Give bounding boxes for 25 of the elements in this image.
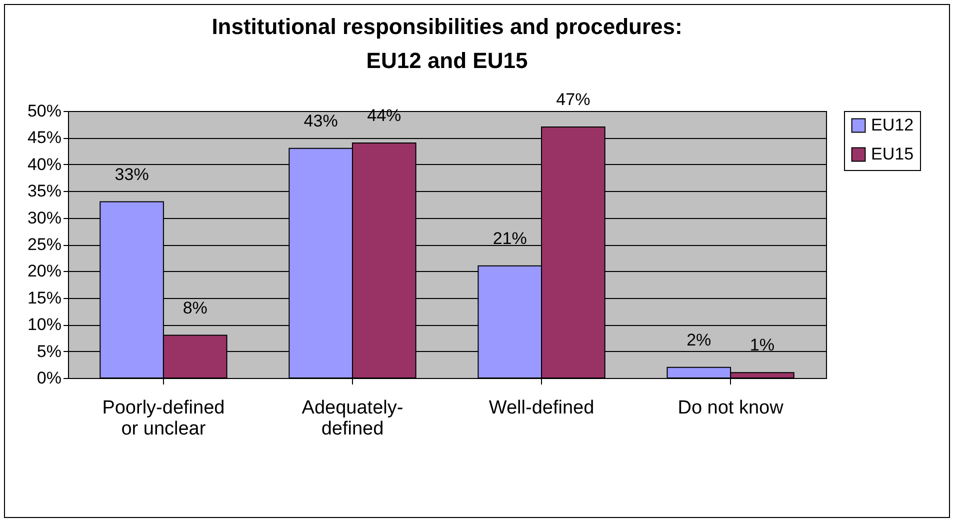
chart-title: Institutional responsibilities and procedures: EU12 and EU15: [212, 14, 682, 74]
y-tick-label: 5%: [36, 342, 62, 361]
y-tick-label: 30%: [27, 208, 62, 228]
y-tick-label: 25%: [27, 235, 62, 254]
y-tick-label: 35%: [27, 182, 62, 201]
data-label: 33%: [114, 164, 149, 184]
data-label: 43%: [304, 111, 338, 130]
y-tick-label: 10%: [27, 315, 62, 334]
y-tick-label: 0%: [36, 368, 62, 388]
data-label: 1%: [750, 336, 774, 355]
y-tick-label: 50%: [27, 102, 62, 120]
y-tick-label: 45%: [27, 128, 62, 148]
x-tick-label: Well-defined: [488, 398, 594, 418]
x-tick-label: Do not know: [678, 398, 784, 418]
data-label: 47%: [556, 90, 590, 110]
data-label: 21%: [492, 228, 527, 248]
legend-label: EU15: [871, 144, 914, 164]
data-label: 2%: [686, 330, 712, 350]
legend-label: EU12: [871, 116, 914, 134]
y-tick-label: 15%: [27, 288, 62, 308]
y-tick-label: 20%: [27, 262, 62, 281]
x-tick-label: Adequately-defined: [302, 398, 404, 440]
data-label: 8%: [182, 298, 208, 318]
y-tick-label: 40%: [27, 154, 62, 174]
x-tick-label: Poorly-defined or unclear: [102, 398, 225, 440]
